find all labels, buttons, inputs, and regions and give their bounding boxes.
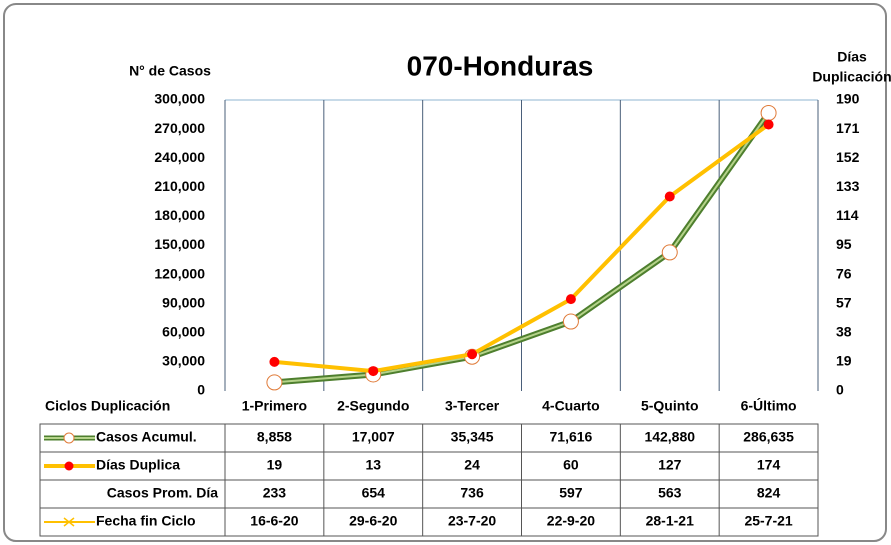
y2-tick-label: 57	[836, 294, 852, 310]
y2-tick-label: 76	[836, 265, 852, 281]
y-tick-label: 210,000	[154, 178, 205, 194]
y2-tick-label: 19	[836, 353, 852, 369]
legend-marker	[63, 432, 75, 444]
x-tick-label: 1-Primero	[242, 398, 307, 414]
y2-axis-label: Duplicación	[812, 69, 891, 85]
x-tick-label: 6-Último	[741, 397, 797, 414]
table-cell: 824	[757, 485, 781, 501]
table-cell: 17,007	[352, 429, 395, 445]
table-cell: 174	[757, 457, 781, 473]
y-tick-label: 90,000	[162, 294, 205, 310]
legend-label: Casos Acumul.	[96, 429, 197, 445]
y2-tick-label: 152	[836, 149, 860, 165]
table-cell: 8,858	[257, 429, 292, 445]
table-cell: 654	[362, 485, 386, 501]
marker	[562, 313, 579, 330]
y-tick-label: 120,000	[154, 265, 205, 281]
table-cell: 19	[267, 457, 283, 473]
y-axis-label: N° de Casos	[129, 63, 211, 79]
y-tick-label: 270,000	[154, 120, 205, 136]
legend-label: Fecha fin Ciclo	[96, 513, 196, 529]
marker	[664, 191, 675, 202]
marker	[266, 374, 283, 391]
marker	[269, 356, 280, 367]
legend-label: Casos Prom. Día	[107, 485, 218, 501]
marker	[661, 244, 678, 261]
table-cell: 24	[464, 457, 480, 473]
y-tick-label: 30,000	[162, 353, 205, 369]
table-cell: 127	[658, 457, 682, 473]
y-tick-label: 150,000	[154, 236, 205, 252]
table-cell: 25-7-21	[744, 513, 792, 529]
table-cell: 60	[563, 457, 579, 473]
y-tick-label: 240,000	[154, 149, 205, 165]
table-cell: 16-6-20	[250, 513, 298, 529]
table-cell: 13	[365, 457, 381, 473]
table-cell: 28-1-21	[646, 513, 694, 529]
legend-marker	[64, 461, 74, 471]
table-cell: 597	[559, 485, 583, 501]
legend-label: Días Duplica	[96, 457, 180, 473]
y-tick-label: 180,000	[154, 207, 205, 223]
y2-tick-label: 190	[836, 91, 860, 107]
table-cell: 286,635	[743, 429, 794, 445]
y-tick-label: 300,000	[154, 91, 205, 107]
marker	[368, 366, 379, 377]
y-tick-label: 60,000	[162, 324, 205, 340]
marker	[763, 119, 774, 130]
table-cell: 233	[263, 485, 287, 501]
table-header: Ciclos Duplicación	[45, 398, 170, 414]
table-cell: 22-9-20	[547, 513, 595, 529]
table-cell: 142,880	[644, 429, 695, 445]
legend-marker	[63, 517, 75, 527]
x-tick-label: 2-Segundo	[337, 398, 409, 414]
series-line	[274, 122, 770, 374]
table-cell: 563	[658, 485, 682, 501]
y2-tick-label: 171	[836, 120, 860, 136]
y2-tick-label: 133	[836, 178, 860, 194]
marker	[760, 104, 777, 121]
y2-axis-label: Días	[837, 49, 867, 65]
y2-tick-label: 0	[836, 382, 844, 398]
table-cell: 23-7-20	[448, 513, 496, 529]
x-tick-label: 5-Quinto	[641, 398, 699, 414]
chart-title: 070-Honduras	[407, 50, 594, 81]
y2-tick-label: 114	[836, 207, 859, 223]
y2-tick-label: 38	[836, 324, 852, 340]
y-tick-label: 0	[197, 382, 205, 398]
table-cell: 35,345	[451, 429, 494, 445]
marker	[467, 349, 478, 360]
x-tick-label: 3-Tercer	[445, 398, 500, 414]
table-cell: 71,616	[550, 429, 593, 445]
marker	[565, 294, 576, 305]
table-cell: 736	[460, 485, 484, 501]
x-tick-label: 4-Cuarto	[542, 398, 600, 414]
table-cell: 29-6-20	[349, 513, 397, 529]
series-line-inner	[274, 112, 770, 384]
y2-tick-label: 95	[836, 236, 852, 252]
